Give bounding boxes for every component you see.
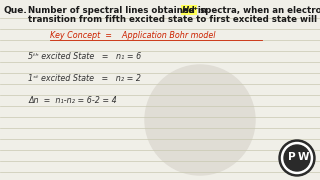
Circle shape — [282, 143, 313, 174]
Text: 1ˢᵗ excited State   =   n₂ = 2: 1ˢᵗ excited State = n₂ = 2 — [28, 74, 141, 83]
Circle shape — [284, 145, 310, 171]
Text: spectra, when an electron makes: spectra, when an electron makes — [197, 6, 320, 15]
Circle shape — [145, 65, 255, 175]
Text: transition from fifth excited state to first excited state will be: transition from fifth excited state to f… — [28, 15, 320, 24]
FancyBboxPatch shape — [180, 5, 196, 15]
Text: Key Concept  =    Application Bohr model: Key Concept = Application Bohr model — [50, 31, 215, 40]
Text: Δn  =  n₁-n₂ = 6-2 = 4: Δn = n₁-n₂ = 6-2 = 4 — [28, 96, 117, 105]
Circle shape — [279, 140, 315, 176]
Text: P: P — [288, 152, 296, 162]
Text: Que.: Que. — [4, 6, 28, 15]
Text: +: + — [192, 6, 197, 12]
Text: 5ᵗʰ excited State   =   n₁ = 6: 5ᵗʰ excited State = n₁ = 6 — [28, 52, 141, 61]
Text: He: He — [181, 6, 195, 15]
Text: Number of spectral lines obtained in: Number of spectral lines obtained in — [28, 6, 210, 15]
Text: W: W — [298, 152, 309, 162]
